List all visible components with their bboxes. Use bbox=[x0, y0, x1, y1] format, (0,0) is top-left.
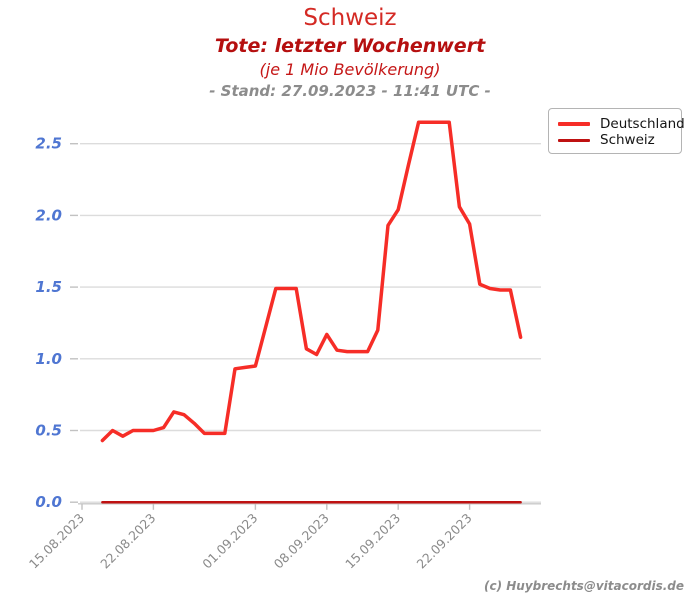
x-tick-label: 01.09.2023 bbox=[199, 510, 260, 571]
chart-header: Schweiz Tote: letzter Wochenwert (je 1 M… bbox=[0, 5, 700, 100]
y-tick-label: 0.5 bbox=[35, 422, 62, 440]
y-axis-labels: 0.0 0.5 1.0 1.5 2.0 2.5 bbox=[35, 135, 62, 512]
y-tick-label: 1.5 bbox=[35, 278, 62, 296]
series-lines bbox=[100, 120, 523, 504]
chart-legend: Deutschland Schweiz bbox=[548, 108, 685, 154]
x-axis-labels: 15.08.2023 22.08.2023 01.09.2023 08.09.2023… bbox=[26, 510, 475, 571]
x-tick-label: 22.08.2023 bbox=[97, 510, 158, 571]
legend-line-deutschland-icon bbox=[558, 122, 590, 126]
chart-title: Schweiz bbox=[303, 5, 397, 31]
legend-line-schweiz-icon bbox=[558, 138, 590, 142]
copyright-note: (c) Huybrechts@vitacordis.de bbox=[483, 579, 684, 593]
y-tick-label: 0.0 bbox=[35, 493, 62, 511]
chart-subtitle: Tote: letzter Wochenwert bbox=[214, 35, 486, 58]
legend-label-deutschland: Deutschland bbox=[600, 116, 685, 132]
y-tick-label: 2.0 bbox=[35, 206, 62, 224]
legend-label-schweiz: Schweiz bbox=[600, 132, 655, 148]
axes bbox=[70, 142, 541, 510]
gridlines bbox=[80, 142, 541, 503]
chart-unit-note: (je 1 Mio Bevölkerung) bbox=[259, 60, 441, 80]
chart-stand-line: - Stand: 27.09.2023 - 11:41 UTC - bbox=[209, 81, 491, 100]
y-tick-label: 2.5 bbox=[35, 135, 62, 153]
series-line-deutschland bbox=[100, 120, 523, 443]
x-tick-label: 15.09.2023 bbox=[342, 510, 403, 571]
x-tick-label: 08.09.2023 bbox=[271, 510, 332, 571]
y-tick-label: 1.0 bbox=[35, 350, 62, 368]
x-tick-label: 15.08.2023 bbox=[26, 510, 87, 571]
legend-item-deutschland: Deutschland bbox=[558, 116, 685, 132]
legend-item-schweiz: Schweiz bbox=[558, 132, 673, 148]
x-tick-label: 22.09.2023 bbox=[414, 510, 475, 571]
